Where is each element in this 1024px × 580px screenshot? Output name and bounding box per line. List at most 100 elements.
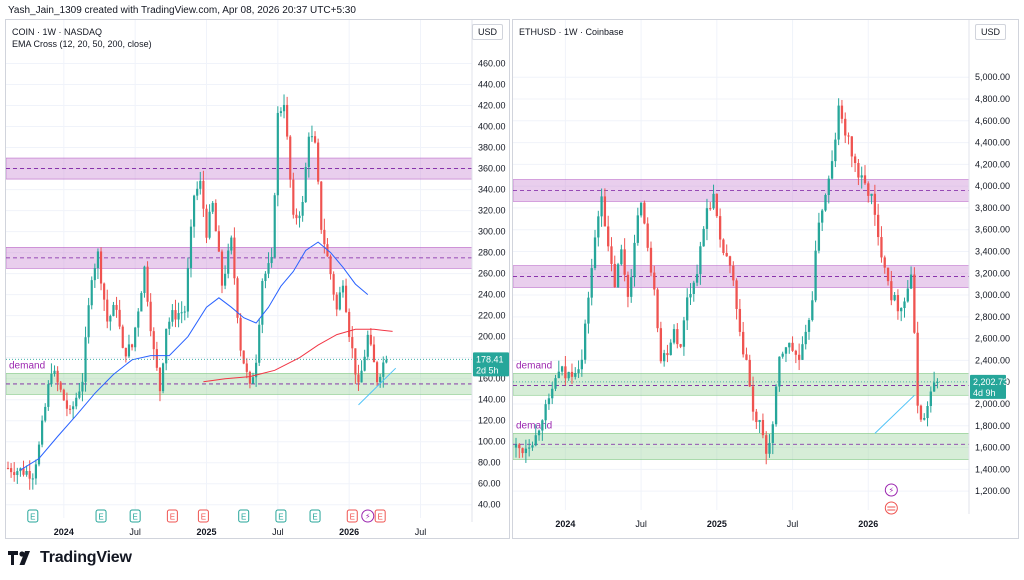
coin-candle <box>180 312 183 314</box>
coin-ema200-line <box>203 328 393 383</box>
eth-candle <box>524 448 528 454</box>
eth-candle <box>784 347 788 354</box>
coin-y-tick-label: 280.00 <box>478 248 506 258</box>
eth-candle <box>722 239 725 253</box>
coin-candle <box>31 478 34 480</box>
eth-candle <box>528 447 531 449</box>
eth-y-tick-label: 3,800.00 <box>975 203 1010 213</box>
eth-y-tick-label: 3,200.00 <box>975 268 1010 278</box>
eth-candle <box>936 381 939 383</box>
coin-candle <box>363 356 366 371</box>
eth-candle <box>626 274 630 297</box>
eth-candle <box>844 118 847 136</box>
coin-y-tick-label: 60.00 <box>478 479 501 489</box>
coin-earnings-letter: E <box>241 513 246 522</box>
eth-candle <box>909 274 913 289</box>
coin-candle <box>137 311 140 328</box>
eth-x-tick-label: Jul <box>635 519 647 529</box>
eth-candle <box>751 386 755 412</box>
eth-symbol-title[interactable]: ETHUSD · 1W · Coinbase <box>519 27 624 37</box>
coin-candle <box>37 444 41 465</box>
eth-candle <box>903 301 906 309</box>
eth-candle <box>830 161 834 179</box>
coin-candle <box>375 362 379 383</box>
footer-brand[interactable]: TradingView <box>8 549 132 567</box>
coin-y-tick-label: 300.00 <box>478 227 506 237</box>
coin-currency-label[interactable]: USD <box>472 24 504 40</box>
eth-candle <box>689 293 692 298</box>
coin-indicator-label[interactable]: EMA Cross (12, 20, 50, 200, close) <box>12 39 152 49</box>
coin-candle <box>171 310 174 322</box>
coin-candle <box>267 263 270 274</box>
coin-candle <box>87 305 90 338</box>
eth-currency-label[interactable]: USD <box>975 24 1007 40</box>
eth-candle <box>863 175 867 184</box>
eth-candle <box>896 295 900 312</box>
eth-chart-canvas[interactable]: demand demand 1,200.00 1,400.00 1,600.00 1,80… <box>513 20 1018 538</box>
coin-candle <box>106 299 109 322</box>
eth-candle <box>649 247 653 273</box>
coin-candle <box>242 350 245 364</box>
eth-x-tick-label: 2026 <box>858 519 878 529</box>
eth-candle <box>603 196 607 227</box>
eth-candle <box>742 331 745 355</box>
coin-y-tick-label: 420.00 <box>478 101 506 111</box>
eth-candle <box>827 178 830 196</box>
coin-candle <box>217 231 220 252</box>
coin-candle <box>357 374 360 383</box>
eth-candle <box>732 265 735 281</box>
coin-candle <box>196 188 199 196</box>
coin-earnings-letter: E <box>278 513 283 522</box>
eth-candle <box>850 136 853 157</box>
coin-candle <box>379 376 382 383</box>
coin-candle <box>251 377 255 384</box>
eth-demand-label: demand <box>516 360 552 371</box>
eth-candle <box>692 282 695 294</box>
coin-earnings-letter: E <box>30 513 35 522</box>
coin-y-tick-label: 80.00 <box>478 458 501 468</box>
coin-chart-canvas[interactable]: demand 40.00 60.00 80.00 100.00 120.00 140.00 1… <box>6 20 509 538</box>
tradingview-logo-icon <box>8 551 30 565</box>
eth-candle <box>514 444 518 448</box>
coin-candle <box>62 389 65 401</box>
eth-candle <box>620 249 623 265</box>
coin-candle <box>124 347 127 357</box>
coin-candle <box>189 226 193 268</box>
coin-y-tick-label: 380.00 <box>478 143 506 153</box>
eth-candle <box>853 156 857 164</box>
coin-chart-pane[interactable]: demand 40.00 60.00 80.00 100.00 120.00 140.00 1… <box>5 19 510 539</box>
eth-candle <box>837 105 840 140</box>
eth-price-badge <box>970 374 1006 399</box>
eth-candle <box>758 419 761 423</box>
eth-y-tick-label: 1,600.00 <box>975 443 1010 453</box>
coin-candle <box>282 104 286 112</box>
coin-candle <box>360 370 363 383</box>
eth-candle <box>518 444 521 449</box>
coin-earnings-letter: E <box>98 513 103 522</box>
coin-candle <box>323 229 326 245</box>
eth-y-tick-label: 2,600.00 <box>975 334 1010 344</box>
coin-candle <box>127 344 131 357</box>
coin-candle <box>338 292 341 310</box>
coin-earnings-icon <box>275 509 287 523</box>
coin-candle <box>245 363 248 372</box>
coin-candle <box>264 273 267 281</box>
coin-symbol-title[interactable]: COIN · 1W · NASDAQ <box>12 27 103 37</box>
eth-chart-pane[interactable]: demand demand 1,200.00 1,400.00 1,600.00 1,80… <box>512 19 1019 539</box>
coin-candle <box>304 167 307 202</box>
coin-earnings-icon <box>95 509 107 523</box>
eth-candle <box>682 320 686 347</box>
eth-candle <box>600 196 603 217</box>
eth-candle <box>873 193 877 215</box>
coin-candle <box>93 268 96 281</box>
coin-candle <box>239 317 242 351</box>
eth-candle <box>814 250 817 301</box>
coin-candle <box>258 324 261 363</box>
eth-x-tick-label: 2024 <box>555 519 575 529</box>
coin-candle <box>273 195 276 258</box>
coin-candle <box>143 266 146 294</box>
eth-candle <box>797 354 801 360</box>
coin-price-countdown: 2d 5h <box>476 365 499 375</box>
coin-candle <box>295 214 298 219</box>
coin-candle <box>118 309 121 327</box>
